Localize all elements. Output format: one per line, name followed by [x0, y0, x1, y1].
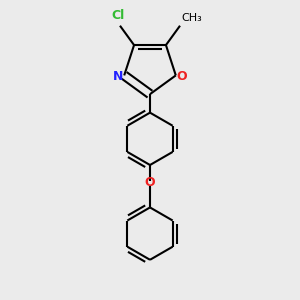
Text: CH₃: CH₃ — [182, 13, 203, 23]
Text: O: O — [176, 70, 187, 83]
Text: O: O — [145, 176, 155, 189]
Text: N: N — [113, 70, 124, 83]
Text: Cl: Cl — [112, 9, 125, 22]
